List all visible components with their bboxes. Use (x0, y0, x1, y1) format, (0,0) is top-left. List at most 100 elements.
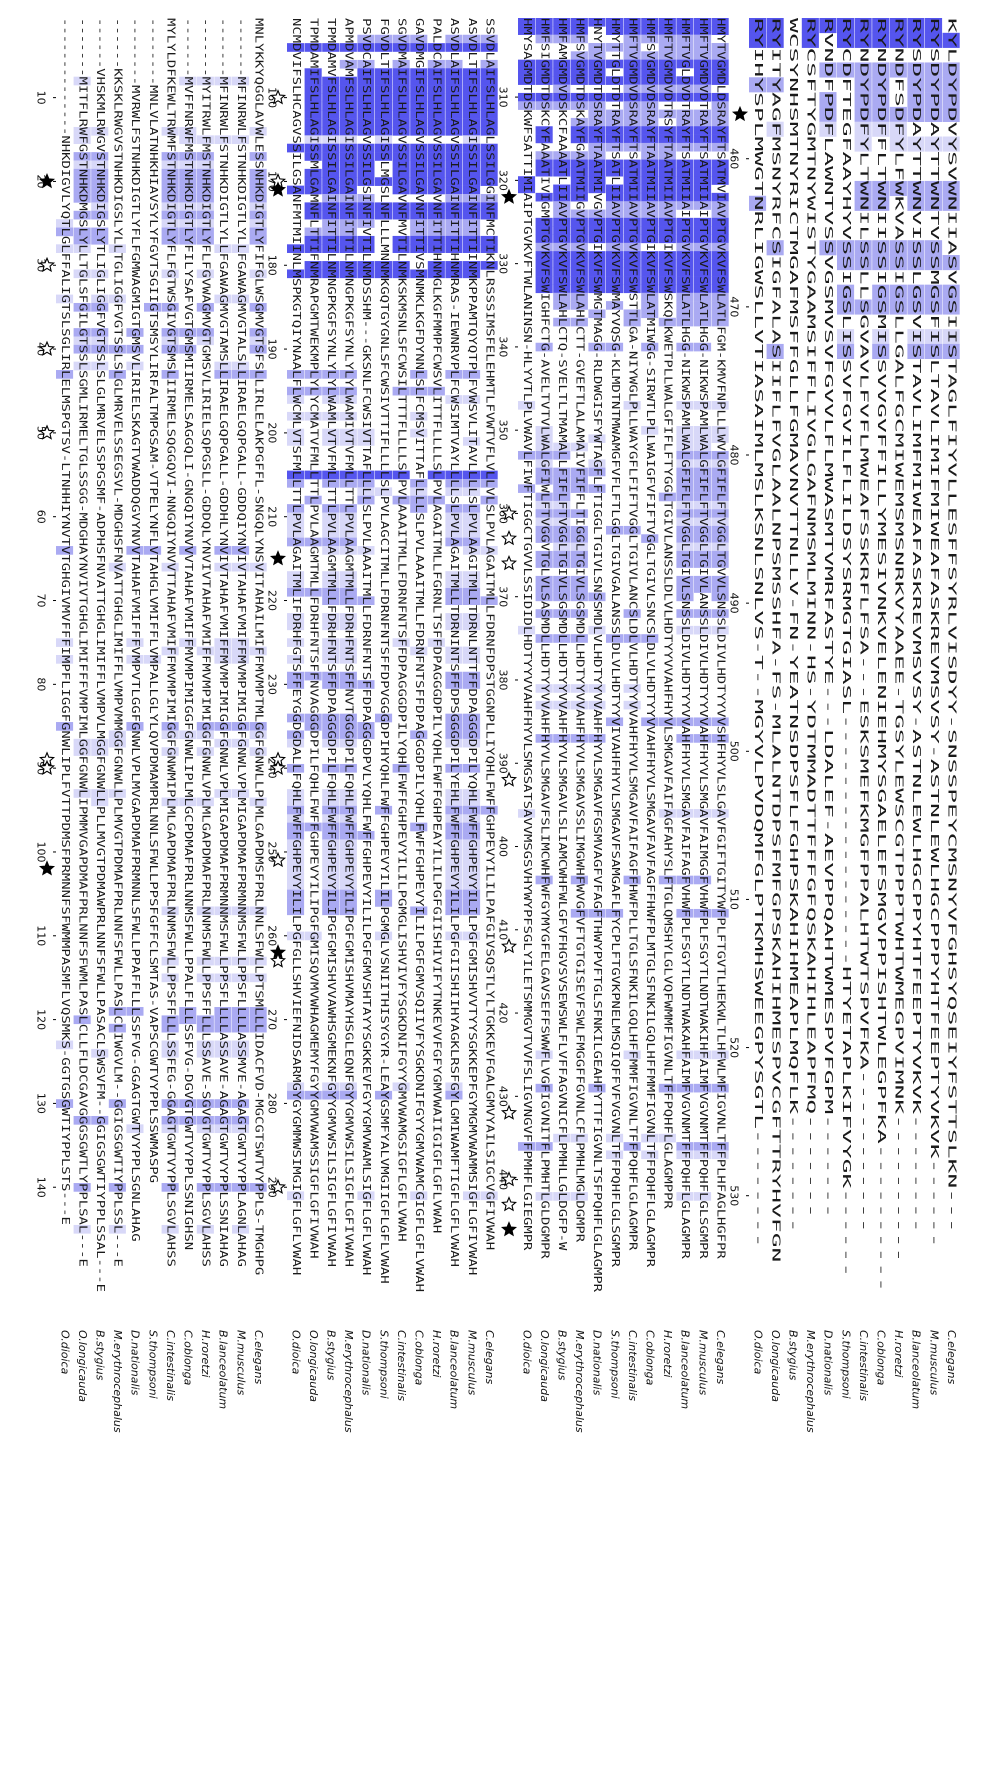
tick-label: 490 (728, 593, 741, 614)
sequence-row: SGVDMAIFSLHLAGVSSILGAVNFMVTILNMKSKMSNLSF… (395, 18, 407, 1242)
tick-label: 480 (728, 445, 741, 466)
species-label: C.elegans (945, 1330, 958, 1384)
tick-label: 500 (728, 741, 741, 762)
sequence-row: ASVDLAIFSLHLAGVSSILGAINFITTIHNMRAS-IEWNR… (448, 18, 460, 1267)
species-label: B.lanceolatum (448, 1330, 461, 1409)
open-star-marker (502, 773, 515, 786)
species-label: S.thompsoni (377, 1330, 390, 1399)
sequence-row: --------------NHKDIGVLYQTLGLFFALIGTSLSGL… (59, 18, 71, 1225)
species-label: M.musculus (696, 1330, 709, 1395)
sequence-row: HMFSVGMDVDSRAYFTAATMIIAVPTGIKVFSWLATMIWG… (644, 18, 656, 1268)
sequence-row: HMFTVGMDVDTRSYFTAATMIIAVPTGIKVFSWSKQLKWE… (662, 18, 674, 1210)
sequence-row: --------MVRWLFSTNHKDIGTLYFLFGMWAGMIGTGMS… (129, 18, 141, 1242)
filled-star-marker (502, 1223, 515, 1236)
tick-label: 180 (266, 255, 279, 276)
open-star-marker (502, 556, 515, 569)
sequence-row: -------MYITRWLFMSTNHKDIGTLYFLFGVWAGMVGTG… (200, 18, 212, 1267)
tick-label: 350 (497, 420, 510, 441)
sequence-row: -------MVFFNRWFMSTNHKDIGTLYFILYSAFVGTGMS… (182, 18, 194, 1250)
sequence-row: HMFSIGMDTDSKCYFAAATIVIGMPTGVKVFSWIGHFCTG… (538, 18, 550, 1260)
species-label: M.musculus (234, 1330, 247, 1395)
sequence-row: RVNDFPDFLAWNTVSSVGSMVSVFGVVLFLMWASMTVMRF… (822, 18, 834, 1218)
species-label: O.dioica (58, 1330, 71, 1375)
species-label: C.elegans (714, 1330, 727, 1384)
sequence-row: GAVDMGIFSLHLAGVSSILGAVNFITTIVSMNMKLKGFDY… (413, 18, 425, 1292)
species-label: D.nationalis (822, 1330, 835, 1396)
sequence-row: PSVDCAIFSLHLAGVSSILGSINFIVTILNMDSSHM---G… (360, 18, 372, 1275)
tick-label: 310 (497, 87, 510, 108)
sequence-row: ------VHSKMLRWGVSTNHKDIGSLYTLIGLIGGFVGTS… (94, 18, 106, 1292)
tick-label: 390 (497, 753, 510, 774)
filled-star-marker (733, 107, 746, 120)
sequence-row: -------MFINRWLFSTNHKDIGTLYLLFGAWAGMVGTAL… (235, 18, 247, 1267)
species-label: S.thompsoni (146, 1330, 159, 1399)
sequence-row: TPMDAMIFSLHLAGISSMLGAMNFLTTIFNMRAPGMTWEK… (307, 18, 319, 1258)
sequence-row: HMFAMGMDVDSKCFAAAATLIIAVPTGVKVFSWLAHLCTQ… (556, 18, 568, 1251)
sequence-row: HMYTVGMDLDSRAYFTSATMVIAVPTGVKVFSWLATLFGM… (714, 18, 726, 1260)
tick-label: 470 (728, 296, 741, 317)
filled-star-marker (502, 190, 515, 203)
sequence-row: HMFTVGLDVDTRAYFTSATMIIAIPTGVKVFSWLATLHGG… (679, 18, 691, 1260)
species-label: M.erythrocephalus (342, 1330, 355, 1433)
species-label: C.intestinalis (857, 1330, 870, 1401)
open-star-marker (502, 939, 515, 952)
tick-label: 230 (266, 674, 279, 695)
filled-star-marker (40, 862, 53, 875)
species-label: O.longicauda (307, 1330, 320, 1402)
species-label: O.dioica (751, 1330, 764, 1375)
tick-label: 380 (497, 669, 510, 690)
tick-label: 530 (728, 1185, 741, 1206)
species-label: S.thompsoni (839, 1330, 852, 1399)
sequence-row: HNYTVGMDTDSRAYFTAATMIVGVPTGIKVFSWMGTMAGG… (591, 18, 603, 1293)
sequence-row: -------MFINRWLFSTNHKDIGTLYLLFGAWAGMVGTAM… (217, 18, 229, 1267)
block-3: HMYSAGMDTDSKWFSATTIMIAIPTGVKVFTWLANINSN-… (497, 18, 729, 1433)
species-label: B.lanceolatum (910, 1330, 923, 1409)
species-label: B.stygius (325, 1330, 338, 1381)
species-label: M.musculus (927, 1330, 940, 1395)
tick-label: 120 (35, 1009, 48, 1030)
tick-label: 320 (497, 170, 510, 191)
species-label: C.elegans (252, 1330, 265, 1384)
species-label: S.thompsoni (608, 1330, 621, 1399)
species-label: B.lanceolatum (679, 1330, 692, 1409)
tick-label: 80 (35, 677, 48, 691)
species-label: B.stygius (556, 1330, 569, 1381)
tick-label: 140 (35, 1177, 48, 1198)
species-label: C.intestinalis (164, 1330, 177, 1401)
sequence-row: RYSDYPDAYTTWNVISSLGSVISTAVLIMFMIWEAFASKR… (910, 18, 922, 1233)
species-label: M.erythrocephalus (804, 1330, 817, 1433)
sequence-row: HMYSAGMDTDSKWFSATTIMIAIPTGVKVFTWLANINSN-… (521, 18, 533, 1251)
sequence-row: RYITYAGFMSNYRFCSIGFALASIIFLFVGLAALNPSMSS… (769, 18, 781, 1262)
sequence-row: --------MNLVLATNHKHIAVSYLYFGVTSGIIGTSMSY… (147, 18, 159, 1183)
sequence-row: RYNDFSDFYLFWKVASSIGSLLGALFGCMIWEMSMSNRKV… (893, 18, 905, 1262)
tick-label: 10 (35, 91, 48, 105)
block-4: RYIHYSPLMWGTNRLIGWSLLVTIASAIMLMSLKSNLSNL… (728, 18, 960, 1433)
open-star-marker (502, 531, 515, 544)
sequence-row: RYSDYPDAYTTWNTVSSMGSFISLTAVLIMIFMIWEAFAS… (928, 18, 940, 1248)
open-star-marker (502, 1198, 515, 1211)
tick-label: 340 (497, 336, 510, 357)
block-1: --------------NHKDIGVLYQTLGLFFALIGTSLSGL… (35, 18, 267, 1433)
species-label: H.roretzi (430, 1330, 443, 1377)
species-label: C.oblonga (875, 1330, 888, 1386)
tick-label: 210 (266, 506, 279, 527)
tick-label: 110 (35, 925, 48, 946)
species-label: D.nationalis (591, 1330, 604, 1396)
species-label: M.erythrocephalus (111, 1330, 124, 1433)
tick-label: 130 (35, 1093, 48, 1114)
species-label: M.musculus (465, 1330, 478, 1395)
species-label: H.roretzi (892, 1330, 905, 1377)
species-label: H.roretzi (661, 1330, 674, 1377)
species-label: O.longicauda (538, 1330, 551, 1402)
tick-label: 510 (728, 889, 741, 910)
sequence-row: HMFTVGMDVDTRAYFTSATMIIAIPTGVKVFSWLATLHGG… (697, 18, 709, 1260)
tick-label: 520 (728, 1037, 741, 1058)
species-label: C.oblonga (413, 1330, 426, 1386)
sequence-row: WCSYNHSMTNYRICTMGAFMSFFGLLFGMAVNVTTNLLV-… (787, 18, 799, 1233)
species-label: O.longicauda (769, 1330, 782, 1402)
species-label: D.nationalis (360, 1330, 373, 1396)
tick-label: 370 (497, 586, 510, 607)
species-label: B.stygius (787, 1330, 800, 1381)
